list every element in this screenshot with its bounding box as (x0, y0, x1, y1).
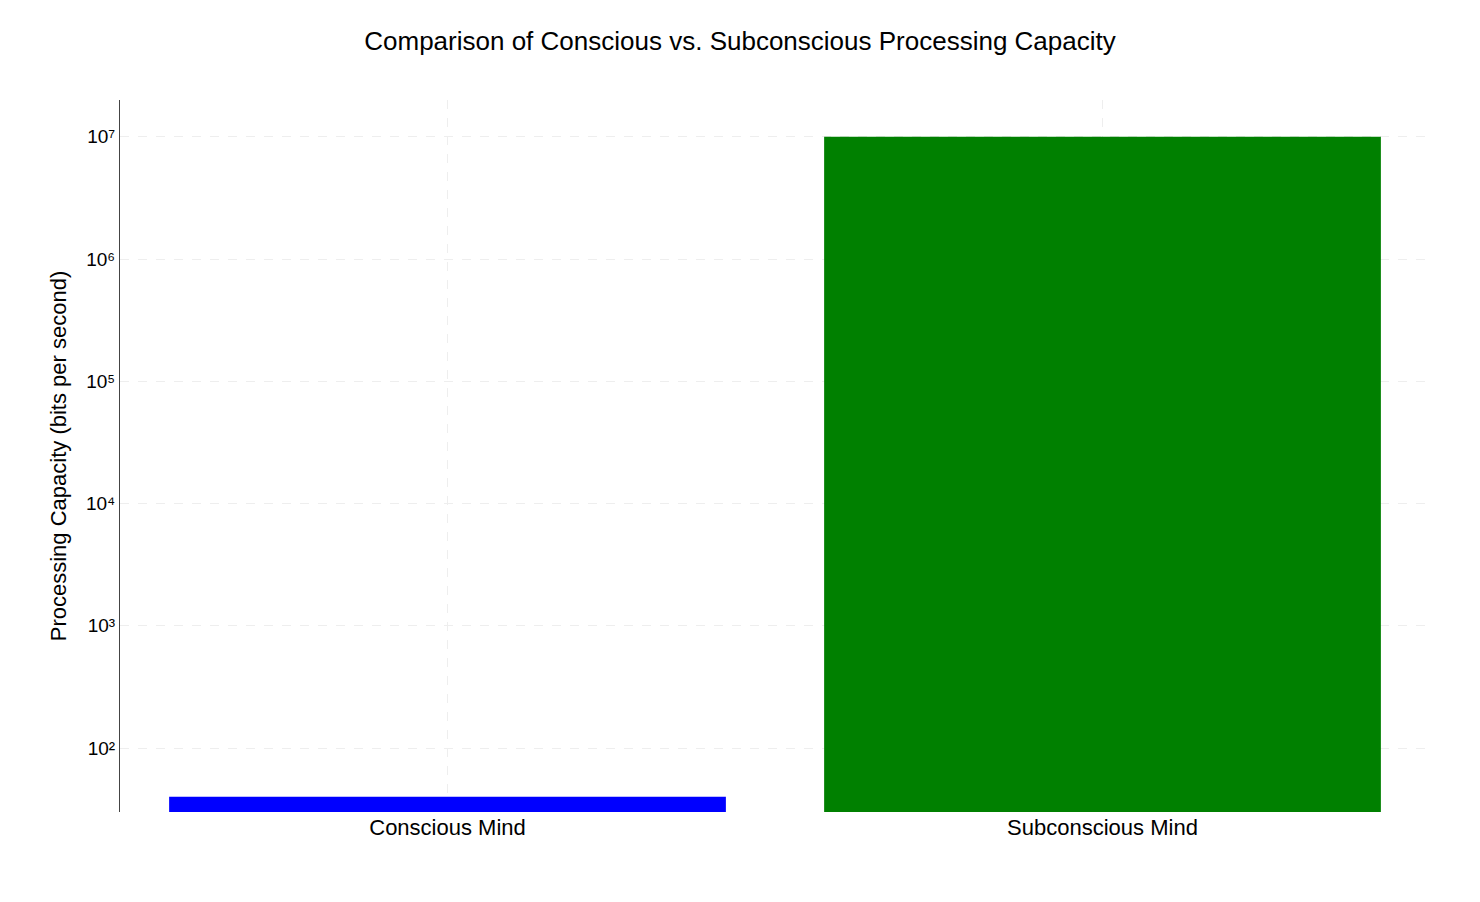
svg-text:10³: 10³ (88, 615, 115, 636)
svg-text:10⁵: 10⁵ (86, 371, 115, 392)
svg-text:10⁴: 10⁴ (86, 493, 115, 514)
svg-text:10²: 10² (88, 738, 115, 759)
svg-text:Subconscious Mind: Subconscious Mind (1007, 815, 1198, 840)
svg-text:10⁶: 10⁶ (86, 249, 115, 270)
svg-text:Processing Capacity (bits per: Processing Capacity (bits per second) (46, 271, 71, 642)
svg-text:10⁷: 10⁷ (87, 126, 115, 147)
svg-text:Comparison of Conscious vs. Su: Comparison of Conscious vs. Subconscious… (364, 26, 1115, 56)
svg-text:Conscious Mind: Conscious Mind (369, 815, 526, 840)
